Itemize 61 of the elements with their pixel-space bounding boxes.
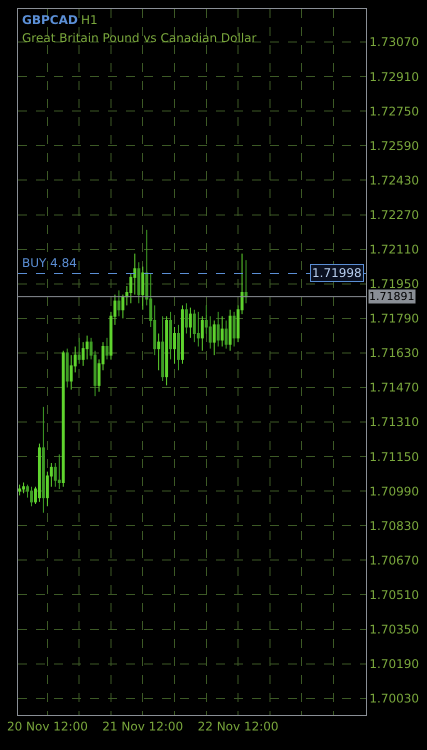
candlestick xyxy=(141,266,144,310)
y-tick-label: 1.70030 xyxy=(369,692,420,706)
candlestick xyxy=(196,311,200,347)
x-tick-label: 22 Nov 12:00 xyxy=(198,719,279,734)
candlestick xyxy=(200,316,204,352)
y-tick-label: 1.72910 xyxy=(369,70,420,84)
candlestick xyxy=(106,337,108,360)
candlestick xyxy=(228,309,232,352)
candlestick xyxy=(42,406,45,514)
candlestick xyxy=(177,324,180,371)
y-tick-label: 1.72430 xyxy=(369,173,420,188)
candlestick xyxy=(232,311,236,347)
candlestick xyxy=(212,320,216,356)
annotation: H1 xyxy=(81,13,98,27)
y-tick-label: 1.71950 xyxy=(369,277,420,292)
candlestick xyxy=(38,443,41,502)
candlestick xyxy=(58,454,61,490)
y-tick-label: 1.71630 xyxy=(369,346,420,360)
y-tick-label: 1.71150 xyxy=(369,450,420,464)
candlestick xyxy=(184,302,188,334)
candlestick xyxy=(66,348,69,388)
candlestick xyxy=(165,316,168,386)
candlestick xyxy=(192,309,196,343)
x-tick-label: 20 Nov 12:00 xyxy=(6,719,88,734)
y-tick-label: 1.72110 xyxy=(369,242,420,256)
ref-line-label: BUY 4.84 xyxy=(22,256,77,270)
annotation: 1.71998 xyxy=(312,266,362,280)
candlestick xyxy=(180,304,184,364)
candlestick xyxy=(62,350,65,488)
y-tick-label: 1.70830 xyxy=(369,518,420,533)
candlestick xyxy=(169,311,172,360)
candlestick xyxy=(78,337,81,364)
y-tick-label: 1.73070 xyxy=(369,35,420,50)
y-tick-label: 1.70510 xyxy=(369,588,420,602)
candlestick xyxy=(157,333,160,371)
y-tick-label: 1.71310 xyxy=(369,415,420,430)
text: Great Britain Pound vs Canadian Dollar xyxy=(22,31,257,45)
ref-line-label: 1.71891 xyxy=(369,290,414,303)
candlestick xyxy=(244,260,248,304)
candlestick xyxy=(173,326,176,364)
candlestick xyxy=(188,307,192,338)
x-tick-label: 21 Nov 12:00 xyxy=(102,719,184,734)
candlestick xyxy=(117,290,120,317)
y-tick-label: 1.71790 xyxy=(369,312,420,326)
y-tick-label: 1.72590 xyxy=(369,138,420,153)
y-tick-label: 1.70350 xyxy=(369,622,420,636)
y-tick-label: 1.72270 xyxy=(369,208,420,222)
candlestick xyxy=(224,320,228,350)
candlestick xyxy=(22,482,26,494)
candlestick xyxy=(137,262,140,304)
chart-title: GBPCAD xyxy=(22,13,78,27)
y-tick-label: 1.70670 xyxy=(369,553,420,568)
y-tick-label: 1.71470 xyxy=(369,380,420,395)
candlestick xyxy=(18,484,22,496)
y-tick-label: 1.72750 xyxy=(369,104,420,118)
candlestick xyxy=(216,311,220,347)
y-tick-label: 1.70990 xyxy=(369,484,420,498)
candlestick xyxy=(30,486,33,507)
candlestick xyxy=(161,316,164,382)
candlestick xyxy=(220,316,224,347)
y-tick-label: 1.70190 xyxy=(369,657,420,672)
